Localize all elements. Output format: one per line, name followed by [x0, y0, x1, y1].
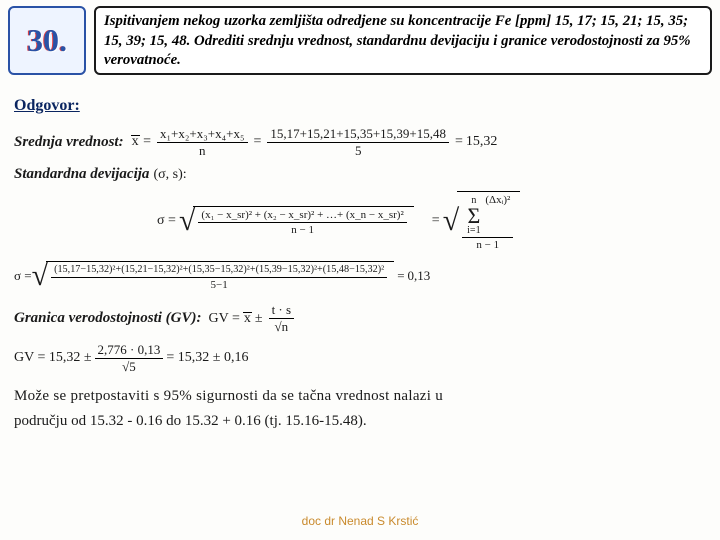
gv-numeric: GV = 15,32 ± 2,776 · 0,13 √5 = 15,32 ± 0… [14, 343, 706, 375]
mean-frac-numeric: 15,17+15,21+15,35+15,39+15,48 5 [267, 127, 449, 159]
gv-label: Granica verodostojnosti (GV): [14, 310, 202, 327]
question-text: Ispitivanjem nekog uzorka zemljišta odre… [94, 6, 712, 75]
gv-line: Granica verodostojnosti (GV): GV = x ± t… [14, 303, 706, 335]
mean-frac-symbolic: x₁+x₂+x₃+x₄+x₅ n [157, 127, 248, 159]
gv-result: = 15,32 ± 0,16 [166, 350, 248, 366]
answer-label: Odgovor: [14, 97, 706, 115]
mean-line: Srednja vrednost: x = x₁+x₂+x₃+x₄+x₅ n =… [14, 127, 706, 159]
footer-credit: doc dr Nenad S Krstić [0, 514, 720, 528]
conclusion-line-2: području od 15.32 - 0.16 do 15.32 + 0.16… [14, 413, 706, 430]
stddev-result: 0,13 [408, 268, 431, 284]
stddev-generic-formula: σ = √ (x₁ − x_sr)² + (x₂ − x_sr)² + …+ (… [14, 191, 706, 251]
mean-label: Srednja vrednost: [14, 134, 124, 151]
stddev-suffix: (σ, s): [153, 167, 186, 183]
xbar-symbol: x [131, 135, 140, 149]
mean-result: 15,32 [466, 134, 498, 150]
stddev-label: Standardna devijacija [14, 166, 149, 183]
gv-lhs: GV = [209, 311, 240, 327]
content-area: Odgovor: Srednja vrednost: x = x₁+x₂+x₃+… [0, 97, 720, 431]
stddev-row: Standardna devijacija(σ, s): [14, 166, 706, 183]
question-number: 30. [8, 6, 86, 75]
conclusion-line-1: Može se pretpostaviti s 95% sigurnosti d… [14, 388, 706, 405]
stddev-numeric: σ = √ (15,17−15,32)²+(15,21−15,32)²+(15,… [14, 261, 706, 291]
